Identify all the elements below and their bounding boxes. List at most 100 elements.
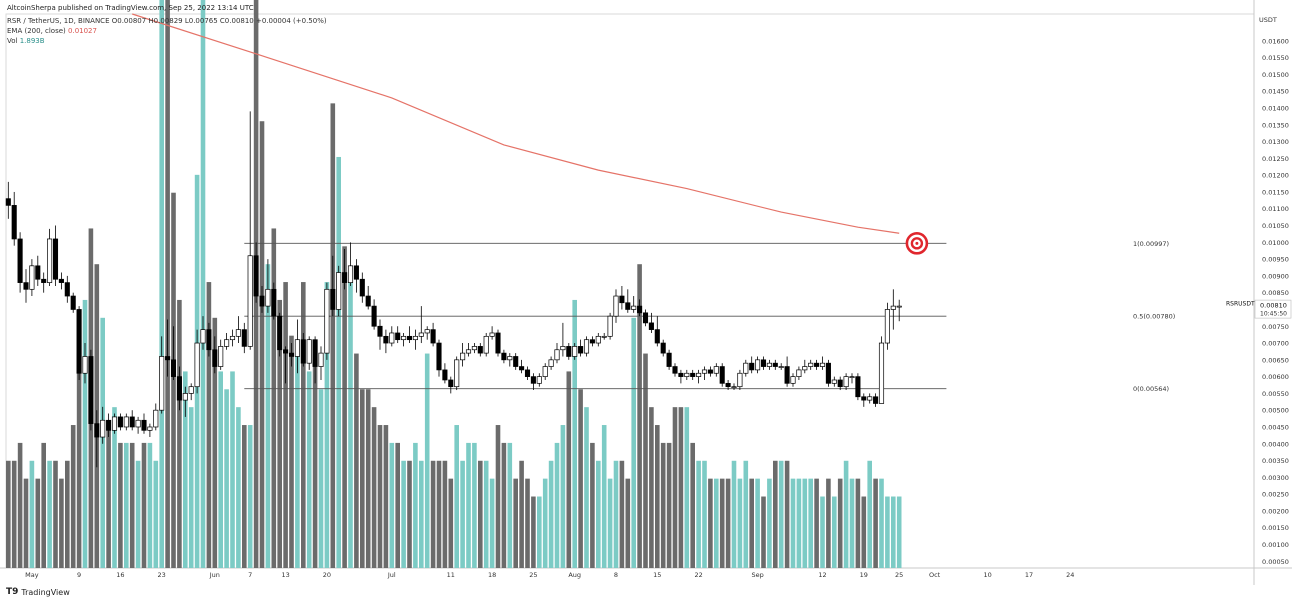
candle-body[interactable] (831, 379, 837, 384)
candle-body[interactable] (76, 309, 82, 374)
candle-body[interactable] (5, 198, 11, 206)
candle-body[interactable] (442, 369, 448, 381)
candle-body[interactable] (690, 372, 696, 377)
candle-body[interactable] (188, 386, 194, 394)
candle-body[interactable] (170, 359, 177, 377)
candle-body[interactable] (637, 305, 643, 314)
candle-body[interactable] (82, 356, 88, 374)
candle-body[interactable] (749, 362, 755, 371)
candle-body[interactable] (52, 238, 59, 280)
candle-body[interactable] (70, 295, 76, 310)
candle-body[interactable] (430, 329, 436, 344)
candle-body[interactable] (778, 366, 784, 368)
candle-body[interactable] (389, 332, 395, 344)
candle-body[interactable] (200, 329, 206, 344)
candle-body[interactable] (336, 272, 342, 310)
candle-body[interactable] (867, 396, 873, 401)
candle-body[interactable] (35, 265, 41, 280)
candle-body[interactable] (873, 396, 879, 404)
candle-body[interactable] (825, 362, 831, 384)
candle-body[interactable] (111, 416, 118, 431)
candle-body[interactable] (47, 238, 53, 283)
candle-body[interactable] (353, 265, 359, 280)
candle-body[interactable] (135, 419, 141, 428)
candle-body[interactable] (542, 366, 548, 377)
candle-body[interactable] (448, 379, 454, 388)
candle-body[interactable] (342, 272, 348, 283)
candle-body[interactable] (642, 312, 649, 324)
candle-body[interactable] (371, 305, 377, 327)
candle-body[interactable] (265, 288, 271, 307)
candle-body[interactable] (513, 356, 519, 367)
candle-body[interactable] (589, 339, 595, 344)
candle-body[interactable] (648, 322, 654, 330)
candle-body[interactable] (460, 352, 466, 361)
candle-body[interactable] (123, 416, 129, 428)
candle-body[interactable] (808, 362, 814, 367)
candle-body[interactable] (141, 419, 147, 431)
candle-body[interactable] (147, 426, 153, 431)
candle-body[interactable] (241, 329, 247, 347)
candle-body[interactable] (678, 372, 684, 377)
candle-body[interactable] (489, 332, 495, 337)
candle-body[interactable] (572, 346, 578, 357)
candle-body[interactable] (465, 349, 472, 354)
candle-body[interactable] (784, 366, 790, 384)
candle-body[interactable] (412, 335, 418, 341)
candle-body[interactable] (814, 362, 820, 367)
candle-body[interactable] (424, 329, 430, 334)
candle-body[interactable] (153, 409, 159, 428)
candle-body[interactable] (229, 335, 236, 341)
ema-legend[interactable]: EMA (200, close) 0.01027 (7, 27, 97, 36)
candle-body[interactable] (790, 376, 796, 384)
candle-body[interactable] (64, 282, 70, 297)
candle-body[interactable] (106, 419, 112, 431)
tradingview-logo[interactable]: 𝗧𝟵 TradingView (6, 587, 70, 597)
candle-body[interactable] (772, 362, 778, 367)
candle-body[interactable] (760, 359, 767, 367)
candle-body[interactable] (554, 349, 560, 361)
candle-body[interactable] (601, 335, 607, 338)
candle-body[interactable] (524, 369, 531, 377)
candle-body[interactable] (613, 295, 619, 317)
candle-body[interactable] (548, 359, 554, 367)
candle-body[interactable] (288, 352, 295, 357)
candle-body[interactable] (23, 282, 29, 290)
candle-body[interactable] (94, 423, 100, 438)
candle-body[interactable] (743, 362, 749, 374)
candle-body[interactable] (501, 352, 507, 361)
candle-body[interactable] (159, 356, 165, 411)
candle-body[interactable] (707, 369, 713, 374)
candle-body[interactable] (896, 305, 902, 308)
candle-body[interactable] (654, 329, 660, 344)
candle-body[interactable] (182, 393, 188, 401)
candle-body[interactable] (324, 288, 330, 354)
candle-body[interactable] (560, 346, 566, 351)
candle-body[interactable] (176, 376, 182, 401)
candle-body[interactable] (436, 342, 442, 371)
candle-body[interactable] (536, 376, 542, 384)
candle-body[interactable] (495, 332, 501, 354)
candle-body[interactable] (849, 376, 855, 378)
candle-body[interactable] (100, 419, 106, 438)
candle-body[interactable] (519, 366, 525, 371)
candle-body[interactable] (259, 295, 265, 307)
candle-body[interactable] (766, 362, 772, 367)
time-axis[interactable]: May 9 16 23 Jun 7 13 20 Jul 11 18 25 Aug 8 15 22 Sep 12 19… (25, 571, 1074, 579)
candle-body[interactable] (578, 346, 584, 354)
candle-body[interactable] (11, 205, 17, 240)
candle-body[interactable] (318, 352, 324, 367)
candle-body[interactable] (206, 329, 212, 351)
candle-body[interactable] (377, 325, 383, 337)
candle-body[interactable] (737, 372, 743, 388)
candle-body[interactable] (725, 382, 731, 388)
candle-body[interactable] (383, 335, 389, 344)
candle-body[interactable] (300, 339, 306, 364)
candle-body[interactable] (843, 376, 849, 388)
candle-body[interactable] (855, 376, 861, 398)
candle-body[interactable] (283, 349, 289, 354)
candle-body[interactable] (507, 356, 513, 361)
candle-body[interactable] (271, 288, 277, 317)
candle-body[interactable] (41, 278, 47, 283)
